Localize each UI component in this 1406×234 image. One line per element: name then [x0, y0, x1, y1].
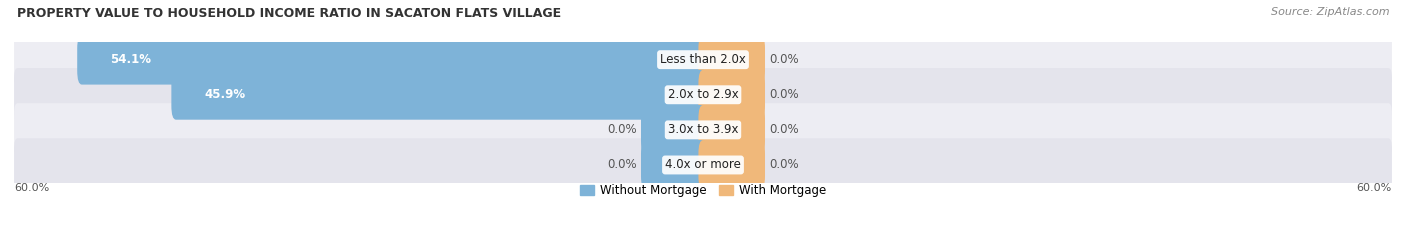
FancyBboxPatch shape [699, 140, 765, 190]
Text: 0.0%: 0.0% [607, 123, 637, 136]
FancyBboxPatch shape [14, 103, 1392, 157]
Text: 4.0x or more: 4.0x or more [665, 158, 741, 172]
Legend: Without Mortgage, With Mortgage: Without Mortgage, With Mortgage [575, 179, 831, 202]
FancyBboxPatch shape [14, 33, 1392, 86]
Text: 0.0%: 0.0% [769, 88, 799, 101]
FancyBboxPatch shape [699, 105, 765, 155]
Text: Less than 2.0x: Less than 2.0x [659, 53, 747, 66]
FancyBboxPatch shape [641, 140, 707, 190]
FancyBboxPatch shape [699, 70, 765, 120]
FancyBboxPatch shape [641, 105, 707, 155]
FancyBboxPatch shape [172, 70, 707, 120]
FancyBboxPatch shape [14, 138, 1392, 192]
Text: 60.0%: 60.0% [1357, 183, 1392, 193]
Text: 2.0x to 2.9x: 2.0x to 2.9x [668, 88, 738, 101]
Text: 0.0%: 0.0% [769, 53, 799, 66]
Text: Source: ZipAtlas.com: Source: ZipAtlas.com [1271, 7, 1389, 17]
FancyBboxPatch shape [77, 35, 707, 84]
Text: 0.0%: 0.0% [769, 158, 799, 172]
Text: 0.0%: 0.0% [607, 158, 637, 172]
Text: 0.0%: 0.0% [769, 123, 799, 136]
FancyBboxPatch shape [14, 68, 1392, 121]
Text: 3.0x to 3.9x: 3.0x to 3.9x [668, 123, 738, 136]
Text: 60.0%: 60.0% [14, 183, 49, 193]
Text: 54.1%: 54.1% [111, 53, 152, 66]
FancyBboxPatch shape [699, 35, 765, 84]
Text: PROPERTY VALUE TO HOUSEHOLD INCOME RATIO IN SACATON FLATS VILLAGE: PROPERTY VALUE TO HOUSEHOLD INCOME RATIO… [17, 7, 561, 20]
Text: 45.9%: 45.9% [205, 88, 246, 101]
